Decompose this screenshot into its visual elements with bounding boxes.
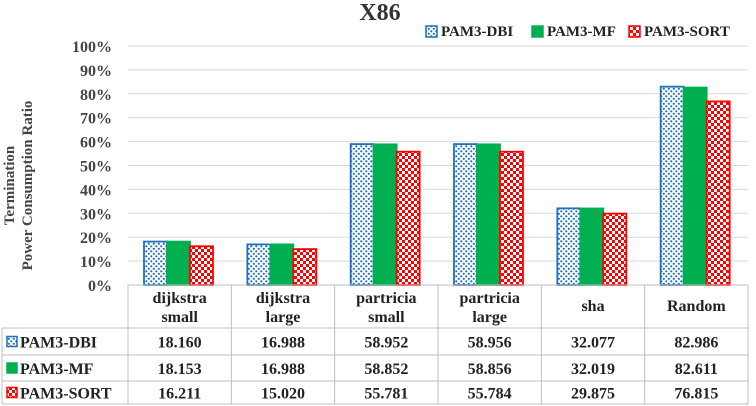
y-tick-label: 90% [80, 63, 112, 80]
table-series-label: PAM3-SORT [20, 386, 112, 403]
y-tick-label: 60% [80, 135, 112, 152]
bar-pam3-sort-0 [189, 245, 214, 286]
legend-label-pam3-dbi: PAM3-DBI [441, 24, 513, 40]
gridlines [128, 45, 748, 286]
table-value: 55.784 [468, 386, 512, 403]
category-label: Random [667, 298, 726, 315]
bar-pam3-sort-4 [602, 212, 628, 286]
y-tick-label: 100% [72, 39, 112, 56]
y-tick-label: 30% [80, 206, 112, 223]
legend-label-pam3-sort: PAM3-SORT [644, 24, 730, 40]
y-axis-title-line: Power Consumption Ratio [20, 101, 36, 271]
y-tick-label: 0% [88, 278, 112, 295]
bar-pam3-sort-3 [499, 150, 524, 286]
table-value: 32.019 [571, 361, 615, 378]
table-value: 15.020 [261, 386, 305, 403]
legend-swatch-pam3-sort [628, 25, 641, 38]
table-value: 82.986 [674, 335, 718, 352]
y-tick-label: 20% [80, 230, 112, 247]
table-value: 82.611 [675, 361, 718, 378]
bar-pam3-sort-1 [292, 248, 318, 286]
category-label: small [368, 309, 405, 326]
table-legend-swatch-pam3-sort [6, 386, 18, 399]
bar-pam3-mf-4 [579, 207, 605, 286]
y-tick-label: 50% [80, 159, 112, 176]
bar-pam3-dbi-1 [246, 243, 272, 286]
bar-pam3-dbi-2 [349, 143, 375, 286]
category-label: dijkstra [256, 290, 310, 307]
table-legend-swatch-pam3-dbi [6, 335, 18, 348]
table-value: 16.988 [261, 335, 305, 352]
category-label: partricia [356, 290, 416, 307]
table-value: 29.875 [571, 386, 615, 403]
category-label: partricia [459, 290, 519, 307]
bar-pam3-mf-0 [166, 240, 191, 286]
bar-pam3-dbi-4 [556, 207, 582, 286]
bar-pam3-sort-5 [705, 100, 731, 286]
table-value: 55.781 [364, 386, 408, 403]
table-series-label: PAM3-MF [20, 361, 94, 378]
y-tick-label: 40% [80, 182, 112, 199]
category-label: sha [581, 298, 604, 315]
table-value: 58.952 [364, 335, 408, 352]
table-series-label: PAM3-DBI [20, 335, 97, 352]
category-label: large [266, 309, 301, 326]
category-label: dijkstra [153, 290, 207, 307]
bar-pam3-mf-5 [682, 86, 708, 286]
bar-pam3-sort-2 [395, 150, 421, 286]
bar-pam3-mf-1 [269, 243, 295, 286]
table-value: 32.077 [571, 335, 615, 352]
y-tick-label: 80% [80, 87, 112, 104]
table-value: 58.856 [468, 361, 512, 378]
bars [143, 85, 731, 286]
table-value: 76.815 [674, 386, 718, 403]
y-tick-label: 10% [80, 254, 112, 271]
legend-swatch-pam3-mf [531, 25, 544, 38]
y-axis-title: Termination Power Consumption Ratio [2, 101, 36, 271]
y-axis-title-line: Termination [2, 145, 18, 225]
table-value: 58.956 [468, 335, 512, 352]
legend-label-pam3-mf: PAM3-MF [547, 24, 616, 40]
bar-pam3-dbi-5 [659, 85, 685, 286]
bar-pam3-dbi-0 [143, 240, 168, 286]
y-tick-labels: 0% 10% 20% 30% 40% 50% 60% 70% 80% 90% 100% [72, 39, 112, 295]
legend-swatch-pam3-dbi [425, 25, 438, 38]
y-tick-label: 70% [80, 111, 112, 128]
bar-pam3-dbi-3 [453, 143, 478, 286]
table-value: 18.153 [158, 361, 202, 378]
chart-title: X86 [359, 0, 400, 26]
table-value: 16.988 [261, 361, 305, 378]
data-table: dijkstra small dijkstra large partricia small… [1, 284, 749, 405]
legend: PAM3-DBI PAM3-MF PAM3-SORT [425, 24, 730, 40]
table-value: 18.160 [158, 335, 202, 352]
table-value: 16.211 [158, 386, 201, 403]
bar-pam3-mf-2 [372, 143, 398, 286]
bar-pam3-mf-3 [476, 143, 501, 286]
category-label: large [472, 309, 507, 326]
table-legend-swatch-pam3-mf [6, 362, 18, 374]
category-label: small [161, 309, 198, 326]
table-value: 58.852 [364, 361, 408, 378]
